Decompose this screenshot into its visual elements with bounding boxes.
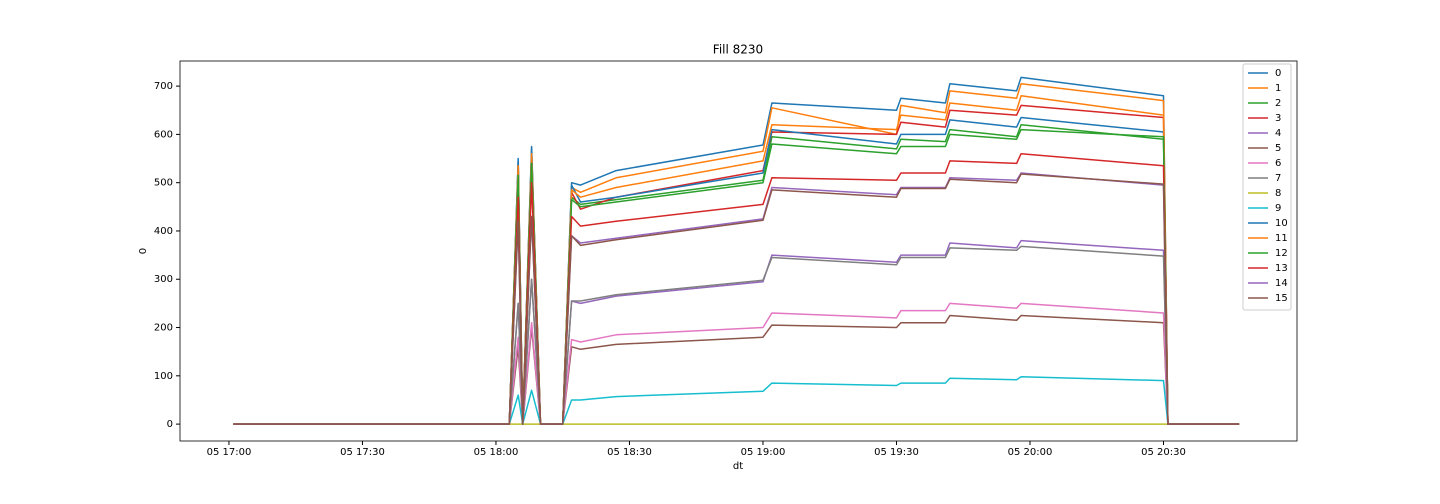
legend-label: 15 xyxy=(1275,293,1288,304)
x-tick-label: 05 17:30 xyxy=(340,447,385,458)
legend-label: 13 xyxy=(1275,263,1288,274)
series-line xyxy=(233,302,1240,425)
y-tick-label: 300 xyxy=(154,274,173,285)
x-tick-label: 05 19:30 xyxy=(874,447,919,458)
legend-label: 2 xyxy=(1275,98,1281,109)
series-line xyxy=(233,82,1240,425)
legend-label: 7 xyxy=(1275,173,1281,184)
y-tick-label: 700 xyxy=(154,81,173,92)
legend-label: 6 xyxy=(1275,158,1281,169)
legend-label: 12 xyxy=(1275,248,1288,259)
legend-label: 9 xyxy=(1275,203,1281,214)
legend-label: 3 xyxy=(1275,113,1281,124)
chart-title: Fill 8230 xyxy=(713,43,763,57)
series-line xyxy=(233,245,1240,425)
legend-label: 8 xyxy=(1275,188,1281,199)
legend-label: 10 xyxy=(1275,218,1288,229)
y-tick-label: 0 xyxy=(167,419,173,430)
y-tick-label: 600 xyxy=(154,129,173,140)
legend-label: 11 xyxy=(1275,233,1288,244)
y-tick-label: 400 xyxy=(154,226,173,237)
y-tick-label: 100 xyxy=(154,371,173,382)
series-line xyxy=(233,376,1240,425)
legend-label: 1 xyxy=(1275,83,1281,94)
x-axis-label: dt xyxy=(733,461,743,472)
x-tick-label: 05 19:00 xyxy=(741,447,786,458)
x-tick-label: 05 20:00 xyxy=(1008,447,1053,458)
legend-box xyxy=(1242,63,1292,311)
legend-label: 0 xyxy=(1275,68,1281,79)
series-line xyxy=(233,314,1240,425)
series-line xyxy=(233,172,1240,425)
y-tick-label: 500 xyxy=(154,178,173,189)
y-tick-label: 200 xyxy=(154,323,173,334)
series-line xyxy=(233,128,1240,425)
series-line xyxy=(233,239,1240,425)
legend-label: 5 xyxy=(1275,143,1281,154)
plot-frame xyxy=(179,60,1298,442)
x-tick-label: 05 18:30 xyxy=(607,447,652,458)
series-line xyxy=(233,152,1240,425)
legend-label: 4 xyxy=(1275,128,1281,139)
series-line xyxy=(233,95,1240,425)
legend-label: 14 xyxy=(1275,278,1288,289)
x-tick-label: 05 20:30 xyxy=(1141,447,1186,458)
y-axis-label: 0 xyxy=(138,248,149,254)
series-line xyxy=(233,104,1240,425)
series-line xyxy=(233,173,1240,425)
x-tick-label: 05 17:00 xyxy=(207,447,252,458)
x-tick-label: 05 18:00 xyxy=(474,447,519,458)
